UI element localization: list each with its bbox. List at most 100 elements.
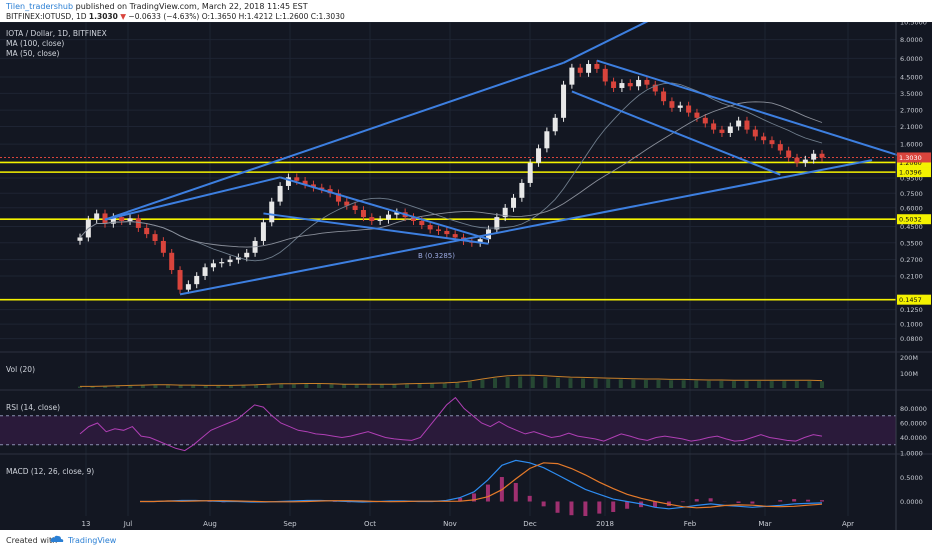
volume-bar (782, 381, 787, 388)
candle (185, 284, 191, 290)
candle (652, 84, 658, 92)
candle (302, 180, 308, 185)
y-tick-label: 0.1250 (900, 306, 923, 314)
macd-hist-bar (694, 499, 699, 502)
volume-bar (731, 381, 736, 388)
channel-upper-line (104, 61, 564, 221)
y-tick-label: 0.7500 (900, 190, 923, 198)
y-tick-label: 0.6000 (900, 204, 923, 212)
author-link[interactable]: Tilen_tradershub (6, 2, 74, 11)
macd-hist-bar (708, 498, 713, 502)
vol-label: Vol (20) (6, 365, 35, 374)
channel-lower-line (179, 159, 873, 296)
volume-bar (744, 381, 749, 388)
macd-hist-bar (527, 495, 532, 502)
macd-hist-bar (750, 501, 755, 504)
y-tick-label: 0.1000 (900, 321, 923, 329)
macd-hist-bar (485, 484, 490, 502)
chart-area[interactable]: 13 Jul Aug Sep Oct Nov Dec 2018 Feb Mar Apr 10.5000… (0, 22, 932, 530)
candle (219, 262, 225, 264)
volume-bar (329, 384, 334, 388)
tradingview-link[interactable]: TradingView (68, 536, 117, 545)
macd-label: MACD (12, 26, close, 9) (6, 467, 94, 476)
candle (210, 263, 216, 268)
channel-upper-ext (563, 22, 649, 64)
footer: Created with TradingView (0, 530, 932, 550)
vol-tick-label: 100M (900, 370, 918, 378)
candle (294, 177, 300, 181)
price-pane[interactable] (0, 22, 915, 301)
created-with: Created with (6, 536, 58, 545)
volume-bar (367, 384, 372, 388)
level-tag-text: 0.5032 (899, 216, 922, 224)
symbol-bar: BITFINEX:IOTUSD, 1D 1.3030 ▼ −0.0633 (−4… (6, 12, 345, 21)
candle (794, 157, 800, 163)
wedge-1-lower (263, 212, 489, 245)
candle (277, 185, 283, 202)
publish-line: Tilen_tradershub published on TradingVie… (6, 2, 308, 11)
candle (194, 275, 200, 285)
x-tick-label: Feb (684, 520, 697, 528)
x-tick-label: 2018 (596, 520, 614, 528)
macd-hist-bar (680, 501, 685, 503)
macd-tick-label: 0.0000 (900, 498, 923, 506)
candle (377, 219, 383, 221)
candle (702, 117, 708, 124)
candle (727, 126, 733, 133)
volume-bar (316, 383, 321, 388)
candle (102, 213, 108, 224)
macd-pane[interactable] (140, 459, 824, 516)
symbol[interactable]: BITFINEX:IOTUSD, 1D (6, 12, 87, 21)
volume-bar (681, 380, 686, 388)
rsi-pane[interactable] (0, 396, 896, 452)
down-arrow-icon: ▼ (120, 12, 127, 21)
volume-bar (568, 378, 573, 388)
price-change: −0.0633 (−4.63%) (128, 12, 200, 21)
y-tick-label: 0.0800 (900, 335, 923, 343)
candle (344, 201, 350, 206)
y-tick-label: 0.2700 (900, 256, 923, 264)
volume-bar (216, 385, 221, 388)
wedge-1-left (104, 176, 281, 221)
candle (235, 257, 241, 260)
macd-signal-line (140, 462, 823, 509)
volume-bar (518, 376, 523, 388)
candle (127, 218, 133, 221)
candle (519, 182, 525, 198)
tradingview-cloud-icon (50, 535, 64, 542)
y-tick-label: 10.5000 (900, 22, 927, 27)
publish-header: Tilen_tradershub published on TradingVie… (0, 0, 932, 22)
volume-bar (581, 378, 586, 388)
candle (636, 79, 642, 87)
candle (786, 150, 792, 158)
candle (711, 123, 717, 130)
macd-line (140, 459, 823, 510)
volume-pane[interactable] (78, 374, 824, 388)
level-tag-text: 1.2060 (899, 159, 922, 167)
candle (811, 153, 817, 160)
chart-title: IOTA / Dollar, 1D, BITFINEX (6, 29, 107, 38)
volume-bar (291, 384, 296, 388)
wedge-2-lower (571, 90, 781, 176)
rsi-line (79, 396, 823, 452)
volume-bar (115, 385, 120, 388)
macd-hist-bar (583, 501, 588, 516)
candle (627, 83, 633, 87)
x-tick-label: Apr (842, 520, 854, 528)
ma100-line (79, 101, 823, 248)
candle (502, 207, 508, 218)
volume-bar (241, 385, 246, 388)
volume-bar (228, 385, 233, 388)
candle (319, 187, 325, 190)
candle (802, 159, 808, 163)
candle (310, 184, 316, 188)
volume-bar (354, 384, 359, 388)
volume-bar (656, 379, 661, 388)
rsi-tick-label: 60.0000 (900, 420, 927, 428)
x-tick-label: 13 (82, 520, 91, 528)
macd-hist-bar (792, 499, 797, 502)
candle (77, 237, 83, 241)
macd-hist-bar (541, 501, 546, 507)
candle (586, 63, 592, 73)
candle (611, 81, 617, 88)
